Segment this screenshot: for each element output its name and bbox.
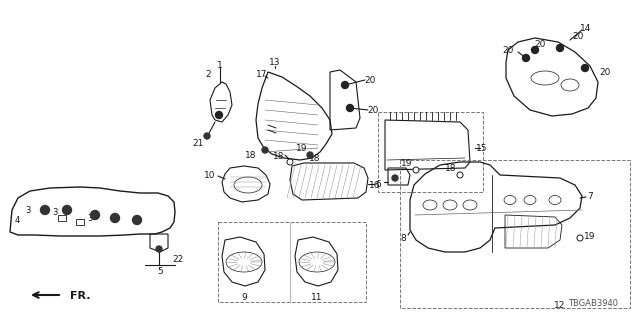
Circle shape [413, 167, 419, 173]
Text: 7: 7 [587, 191, 593, 201]
Text: 12: 12 [554, 300, 566, 309]
Text: 22: 22 [172, 255, 183, 265]
Text: 10: 10 [204, 171, 215, 180]
Text: FR.: FR. [70, 291, 90, 301]
Circle shape [111, 213, 120, 222]
Text: 20: 20 [599, 68, 611, 76]
Text: 11: 11 [311, 293, 323, 302]
Circle shape [307, 152, 313, 158]
Circle shape [582, 65, 589, 71]
Text: 3: 3 [52, 207, 58, 217]
Text: 19: 19 [584, 231, 596, 241]
Circle shape [392, 175, 398, 181]
Text: 6: 6 [375, 180, 381, 188]
Text: 14: 14 [580, 23, 592, 33]
Text: 18: 18 [309, 154, 321, 163]
Circle shape [156, 246, 162, 252]
Text: 13: 13 [269, 58, 281, 67]
Text: 20: 20 [572, 31, 584, 41]
Circle shape [522, 54, 529, 61]
Circle shape [287, 159, 293, 165]
Circle shape [216, 111, 223, 118]
Text: 18: 18 [273, 151, 284, 161]
Text: 5: 5 [157, 268, 163, 276]
Circle shape [40, 205, 49, 214]
Text: 16: 16 [369, 180, 380, 189]
Circle shape [132, 215, 141, 225]
Text: 3: 3 [26, 205, 31, 214]
Text: 20: 20 [367, 106, 379, 115]
Circle shape [342, 82, 349, 89]
Text: 15: 15 [476, 143, 488, 153]
Circle shape [577, 235, 583, 241]
Text: 1: 1 [217, 60, 223, 69]
Text: 19: 19 [401, 158, 412, 167]
Text: 20: 20 [502, 45, 514, 54]
Text: 18: 18 [445, 164, 456, 172]
Text: TBGAB3940: TBGAB3940 [568, 299, 618, 308]
Circle shape [457, 172, 463, 178]
Circle shape [90, 211, 99, 220]
Text: 21: 21 [192, 139, 204, 148]
Text: 8: 8 [400, 234, 406, 243]
Text: 19: 19 [296, 143, 308, 153]
Text: 18: 18 [244, 150, 256, 159]
Circle shape [557, 44, 563, 52]
Circle shape [531, 46, 538, 53]
Circle shape [63, 205, 72, 214]
Text: 4: 4 [14, 215, 20, 225]
Text: 20: 20 [364, 76, 376, 84]
Circle shape [346, 105, 353, 111]
Circle shape [204, 133, 210, 139]
Circle shape [262, 147, 268, 153]
Text: 20: 20 [534, 39, 546, 49]
Text: 2: 2 [205, 69, 211, 78]
Text: 3: 3 [87, 213, 93, 222]
Text: 9: 9 [241, 293, 247, 302]
Text: 17: 17 [256, 69, 268, 78]
